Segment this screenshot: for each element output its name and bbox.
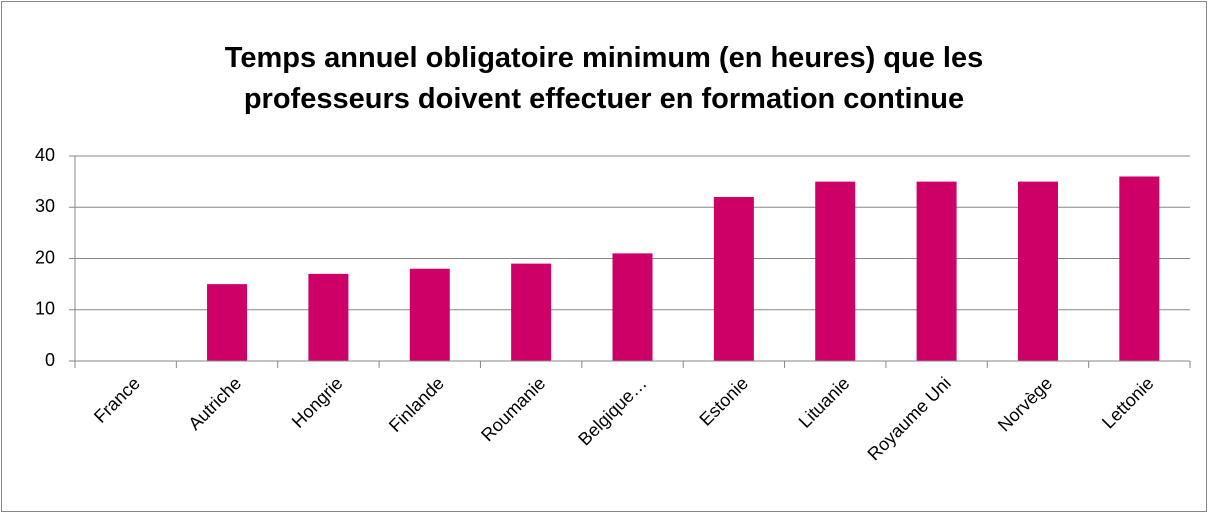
bar bbox=[511, 263, 552, 361]
y-tick-label: 30 bbox=[35, 196, 55, 216]
y-tick-label: 20 bbox=[35, 247, 55, 267]
y-tick-label: 10 bbox=[35, 299, 55, 319]
bar bbox=[916, 181, 957, 361]
bar bbox=[713, 197, 754, 361]
bar bbox=[207, 284, 248, 361]
bar bbox=[308, 273, 349, 361]
bar bbox=[612, 253, 653, 361]
y-tick-label: 40 bbox=[35, 145, 55, 165]
bar bbox=[815, 181, 856, 361]
chart-title: Temps annuel obligatoire minimum (en heu… bbox=[224, 42, 984, 115]
bar bbox=[409, 268, 450, 361]
bar bbox=[1017, 181, 1058, 361]
bar bbox=[1119, 176, 1160, 361]
y-tick-label: 0 bbox=[45, 350, 55, 370]
